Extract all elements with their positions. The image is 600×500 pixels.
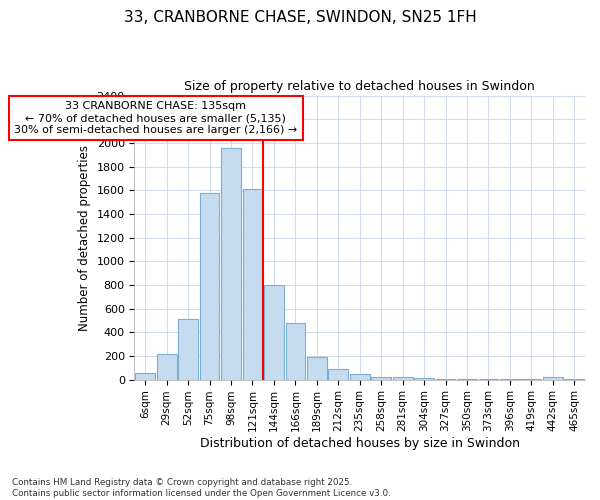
Bar: [178, 319, 198, 380]
Y-axis label: Number of detached properties: Number of detached properties: [78, 144, 91, 330]
Bar: [436, 379, 455, 380]
Bar: [350, 374, 370, 380]
Bar: [200, 192, 220, 380]
Bar: [328, 369, 348, 380]
Bar: [221, 148, 241, 380]
Bar: [286, 324, 305, 380]
Bar: [457, 379, 477, 380]
Bar: [264, 285, 284, 380]
Title: Size of property relative to detached houses in Swindon: Size of property relative to detached ho…: [184, 80, 535, 93]
Bar: [136, 373, 155, 380]
Bar: [157, 354, 176, 380]
Bar: [242, 189, 262, 380]
Bar: [543, 377, 563, 380]
X-axis label: Distribution of detached houses by size in Swindon: Distribution of detached houses by size …: [200, 437, 520, 450]
Text: 33 CRANBORNE CHASE: 135sqm
← 70% of detached houses are smaller (5,135)
30% of s: 33 CRANBORNE CHASE: 135sqm ← 70% of deta…: [14, 102, 298, 134]
Bar: [307, 356, 327, 380]
Bar: [414, 378, 434, 380]
Bar: [393, 377, 413, 380]
Text: Contains HM Land Registry data © Crown copyright and database right 2025.
Contai: Contains HM Land Registry data © Crown c…: [12, 478, 391, 498]
Bar: [371, 376, 391, 380]
Text: 33, CRANBORNE CHASE, SWINDON, SN25 1FH: 33, CRANBORNE CHASE, SWINDON, SN25 1FH: [124, 10, 476, 25]
